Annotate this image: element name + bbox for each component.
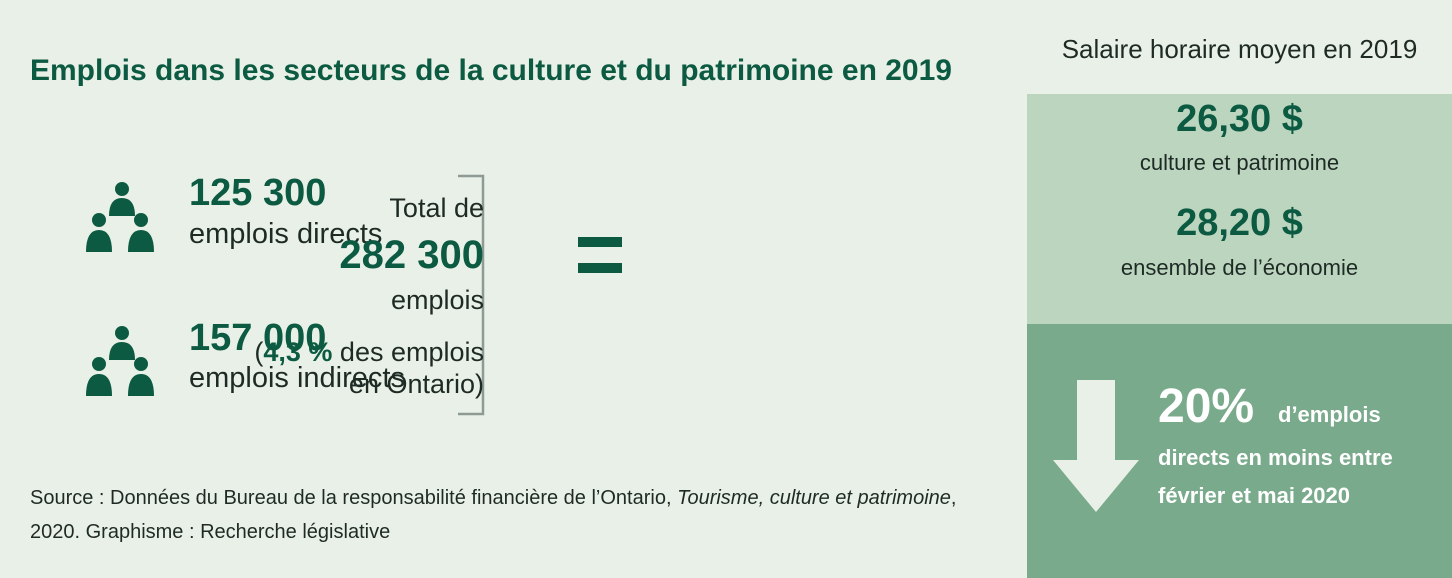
share-line: (4,3 % des emplois [254, 337, 484, 368]
equals-icon [578, 237, 622, 273]
source-credits: , 2020. Graphisme : Recherche législativ… [30, 487, 957, 543]
source-text: Source : Données du Bureau de la respons… [30, 487, 678, 509]
total-unit: emplois [390, 285, 484, 315]
total-jobs-value: 282 300 [339, 233, 484, 277]
drop-text-line-1: d’emplois [1278, 402, 1381, 427]
share-rest: des emplois [332, 337, 484, 367]
source-publication: Tourisme, culture et patrimoine [677, 487, 951, 509]
people-group-icon [86, 182, 154, 252]
economy-wage-value: 28,20 $ [1176, 202, 1303, 244]
source-note: Source : Données du Bureau de la respons… [30, 481, 970, 549]
culture-wage-label: culture et patrimoine [1139, 150, 1340, 175]
economy-wage-label: ensemble de l’économie [1120, 255, 1359, 280]
indirect-jobs-label: emplois indirects [189, 362, 405, 394]
wage-panel: Salaire horaire moyen en 2019 26,30 $ cu… [1027, 0, 1452, 324]
total-prefix: Total de [389, 193, 484, 223]
share-value: 4,3 % [263, 337, 333, 367]
jobs-section: Emplois dans les secteurs de la culture … [30, 54, 970, 549]
share-line-2: en Ontario) [348, 369, 484, 399]
drop-percent: 20% [1158, 380, 1255, 433]
page-title: Emplois dans les secteurs de la culture … [30, 54, 952, 87]
drop-text-line-3: février et mai 2020 [1158, 483, 1351, 508]
people-group-icon [86, 326, 154, 396]
bracket [458, 174, 485, 416]
job-drop-panel: 20% d’emplois directs en moins entre fév… [1027, 324, 1452, 578]
share-open: ( [254, 337, 264, 367]
indirect-jobs-value: 157 000 [189, 317, 327, 359]
wage-title: Salaire horaire moyen en 2019 [1061, 34, 1418, 64]
wage-header [1027, 0, 1452, 94]
down-arrow-icon [1053, 380, 1139, 512]
direct-jobs-value: 125 300 [189, 172, 327, 214]
direct-jobs-label: emplois directs [189, 218, 383, 250]
drop-text-line-2: directs en moins entre [1158, 445, 1393, 470]
culture-wage-value: 26,30 $ [1176, 98, 1303, 140]
